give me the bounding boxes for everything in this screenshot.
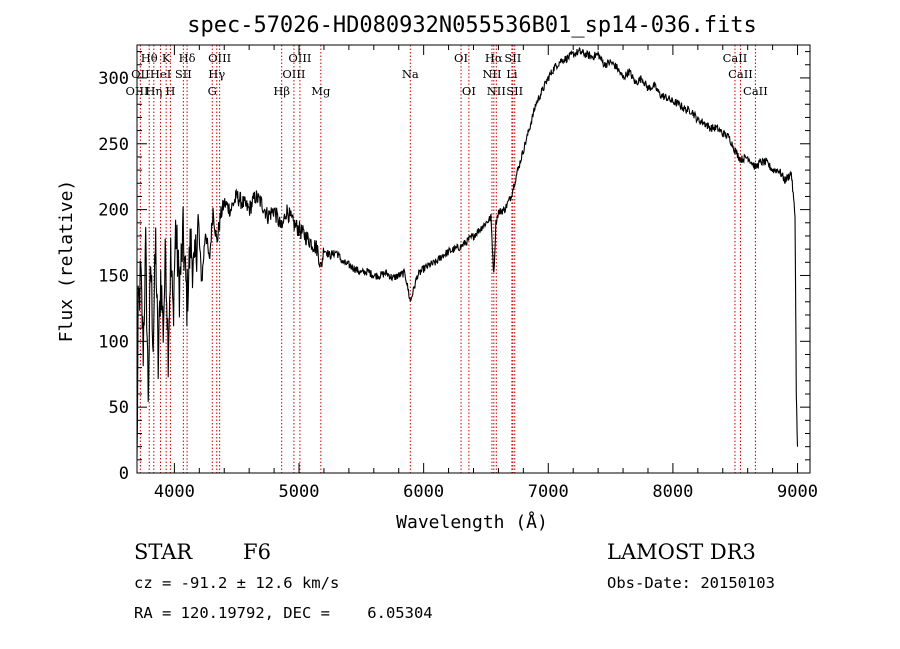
x-tick-label: 6000 (403, 482, 444, 502)
line-label-SII-6716: SII (504, 51, 521, 65)
y-axis-label: Flux (relative) (56, 180, 77, 343)
line-label-CaII-8498: CaII (723, 51, 748, 65)
line-label-Na: Na (402, 67, 419, 81)
line-label-H-alpha: Hα (485, 51, 503, 65)
y-tick-label: 150 (98, 266, 129, 286)
line-label-K: K (162, 51, 171, 65)
redshift-velocity: cz = -91.2 ± 12.6 km/s (134, 574, 340, 592)
sky-coordinates: RA = 120.19792, DEC = 6.05304 (134, 604, 433, 622)
survey-name: LAMOST DR3 (607, 540, 756, 564)
line-label-OI-6300: OI (454, 51, 468, 65)
line-label-OI-6363: OI (462, 84, 476, 98)
line-label-NII-6583: NII (487, 84, 506, 98)
line-label-H-delta: Hδ (179, 51, 196, 65)
y-tick-label: 300 (98, 69, 129, 89)
x-tick-label: 9000 (777, 482, 818, 502)
line-label-H-theta: Hθ (141, 51, 158, 65)
line-label-H-beta: Hβ (273, 84, 290, 98)
line-label-SII-6731: SII (506, 84, 523, 98)
plot-frame (136, 44, 811, 474)
line-label-G: G (208, 84, 217, 98)
line-label-OII: OII (131, 67, 150, 81)
y-tick-label: 200 (98, 201, 129, 221)
line-label-OIII-4363: OIII (208, 51, 231, 65)
line-label-HeI: HeI (150, 67, 171, 81)
line-label-CaII-8662: CaII (743, 84, 768, 98)
object-class: STAR (134, 540, 193, 564)
y-tick-label: 100 (98, 332, 129, 352)
y-tick-label: 250 (98, 135, 129, 155)
line-label-Mg: Mg (311, 84, 331, 98)
line-label-Li: Li (506, 67, 518, 81)
x-tick-label: 8000 (652, 482, 693, 502)
y-tick-label: 50 (109, 398, 129, 418)
line-label-OIII-4959: OIII (282, 67, 305, 81)
x-axis-label: Wavelength (Å) (396, 511, 548, 533)
line-label-SII-4072: SII (175, 67, 192, 81)
spectrum-line (136, 46, 799, 458)
observation-date: Obs-Date: 20150103 (607, 574, 775, 592)
line-label-CaII-8542: CaII (728, 67, 753, 81)
line-label-H-gamma: Hγ (208, 67, 225, 81)
axis-ticks: 4000 5000 6000 7000 8000 9000 0 50 100 150 200 250 3… (98, 45, 818, 502)
spectral-line-markers (136, 45, 756, 473)
x-tick-label: 4000 (154, 482, 195, 502)
object-subclass: F6 (243, 540, 271, 564)
line-label-H-eta: Hη (145, 84, 162, 98)
line-label-OIII-5007-top: OIII (288, 51, 311, 65)
y-tick-label: 0 (119, 464, 129, 484)
chart-title: spec-57026-HD080932N055536B01_sp14-036.f… (187, 13, 757, 38)
x-tick-label: 5000 (279, 482, 320, 502)
x-tick-label: 7000 (528, 482, 569, 502)
line-label-H: H (165, 84, 175, 98)
line-label-NII-6548: NII (482, 67, 501, 81)
